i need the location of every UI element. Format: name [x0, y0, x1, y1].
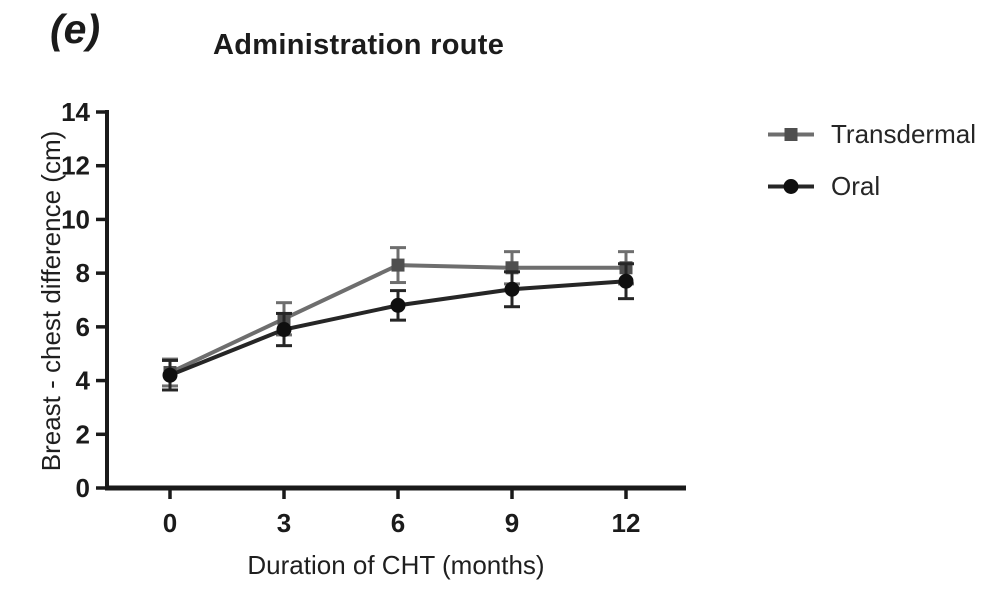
x-tick-label: 9: [505, 508, 519, 538]
oral-circle-marker-icon: [768, 179, 814, 194]
x-tick-label: 12: [612, 508, 641, 538]
x-tick-label: 0: [163, 508, 177, 538]
chart-title: Administration route: [213, 29, 505, 61]
y-tick-label: 10: [61, 204, 90, 234]
data-point-circle-oral: [276, 322, 292, 338]
y-tick-label: 8: [76, 258, 90, 288]
x-tick-label: 3: [277, 508, 291, 538]
legend-label-oral: Oral: [831, 171, 881, 201]
x-axis-label: Duration of CHT (months): [247, 550, 544, 580]
y-tick-label: 4: [76, 366, 91, 396]
legend: Transdermal Oral: [768, 119, 976, 223]
x-tick-label: 6: [391, 508, 405, 538]
y-tick-label: 6: [76, 312, 90, 342]
y-tick-label: 2: [76, 419, 90, 449]
data-point-square-transdermal: [391, 258, 405, 272]
data-point-circle-oral: [162, 367, 178, 383]
legend-item-oral: Oral: [768, 171, 976, 202]
data-point-circle-oral: [390, 297, 406, 313]
legend-item-transdermal: Transdermal: [768, 119, 976, 150]
y-tick-label: 12: [61, 151, 90, 181]
panel-label: (e): [50, 6, 101, 52]
transdermal-square-marker-icon: [768, 128, 814, 141]
data-point-circle-oral: [504, 281, 520, 297]
data-point-circle-oral: [618, 273, 634, 289]
plot-layer: [162, 246, 634, 392]
y-tick-label: 14: [61, 97, 90, 127]
axes-layer: 0 2 4 6 8 10 12 14 0 3 6 9 12: [61, 97, 686, 538]
y-axis-label: Breast - chest difference (cm): [36, 131, 66, 472]
y-tick-label: 0: [76, 473, 90, 503]
legend-label-transdermal: Transdermal: [831, 119, 976, 149]
